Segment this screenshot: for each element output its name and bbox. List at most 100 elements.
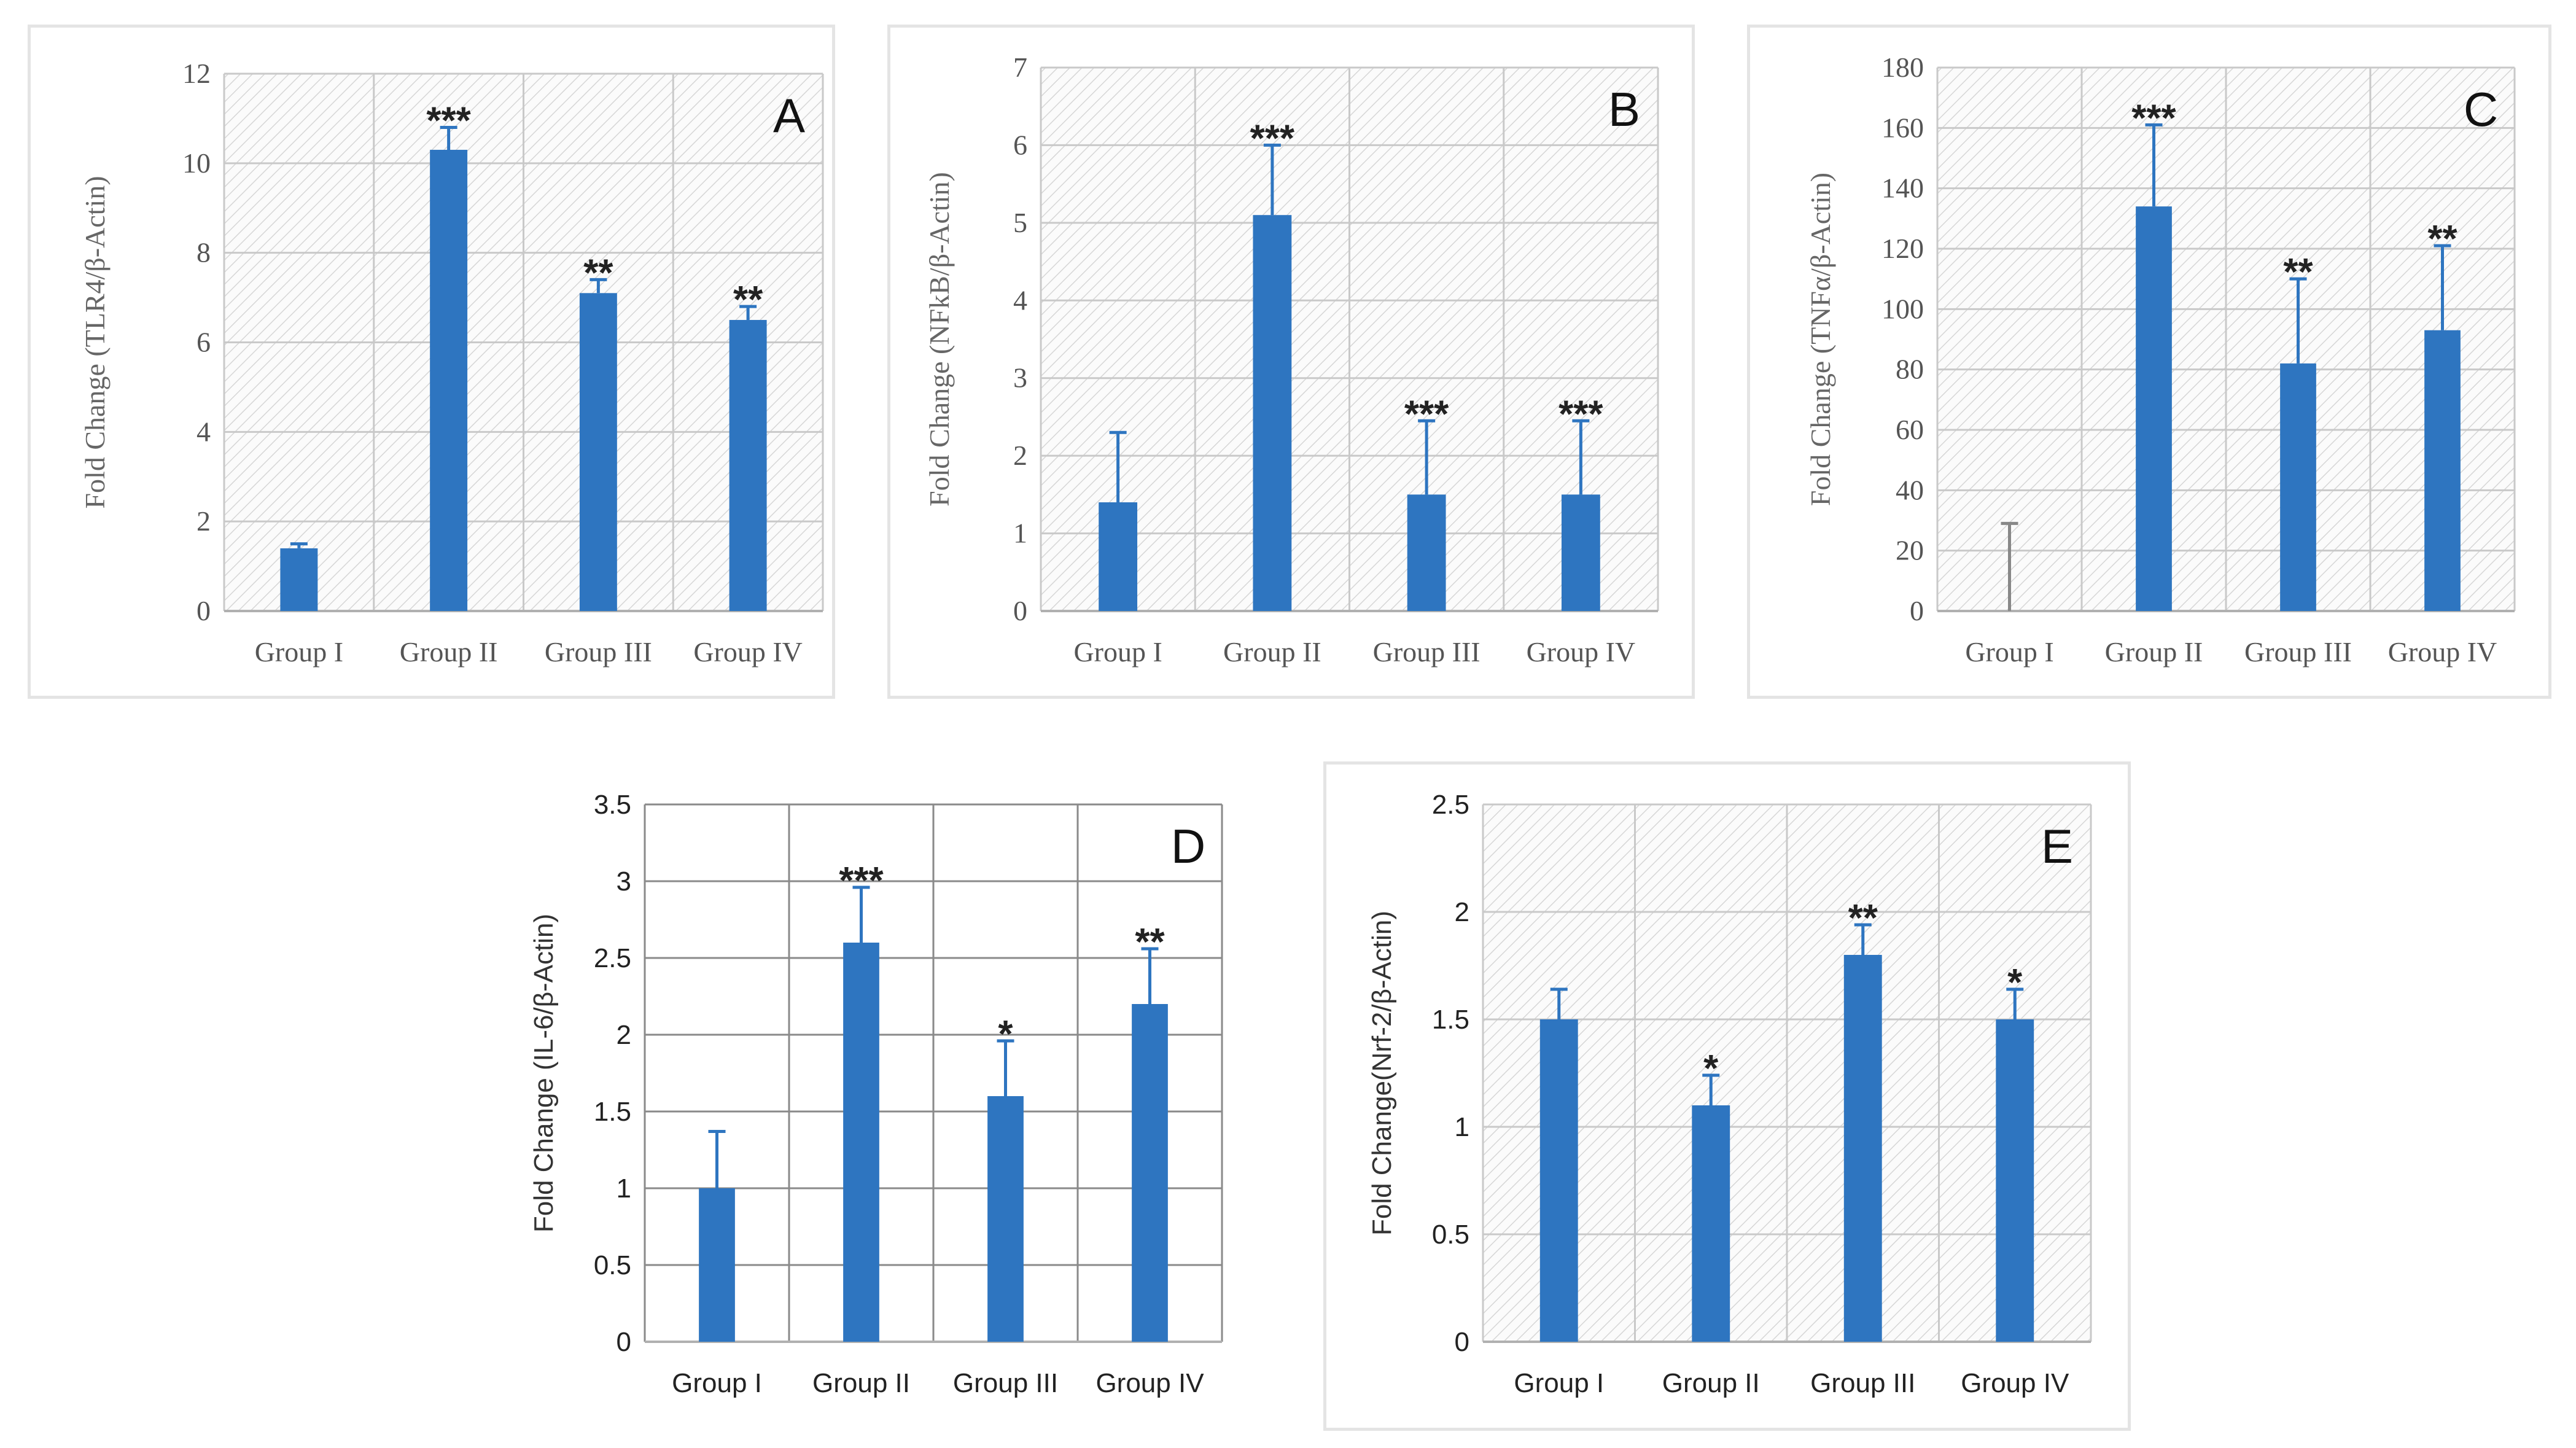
chart-c-ytick-label: 20: [1896, 535, 1924, 566]
chart-a-significance: ***: [426, 100, 471, 142]
chart-d-panel-letter: D: [1171, 819, 1205, 873]
chart-c-ytick-label: 0: [1910, 595, 1924, 626]
chart-c-ylabel: Fold Change (TNFα/β-Actin): [1805, 173, 1836, 506]
chart-d-category-label: Group IV: [1095, 1368, 1204, 1398]
chart-e-ytick-label: 1.5: [1432, 1005, 1469, 1035]
chart-b-significance: ***: [1558, 393, 1603, 435]
chart-a-svg: 0 2 4 6 8 10 12 Group I *** Group II ** Group III **…: [79, 58, 824, 668]
chart-c-bar: [2280, 363, 2316, 611]
chart-e-svg: 0 0.5 1 1.5 2 2.5 Group I * Group II ** Group III *…: [1367, 790, 2092, 1398]
chart-a-ylabel: Fold Change (TLR4/β-Actin): [79, 176, 111, 508]
chart-c-ytick-label: 120: [1881, 233, 1924, 264]
chart-c-significance: **: [2427, 218, 2457, 260]
chart-c-category-label: Group III: [2244, 636, 2352, 668]
chart-a-category-label: Group III: [545, 636, 652, 668]
chart-panel-c: 0 20 40 60 80 100 120 140 160 180 Group I *** Group …: [1747, 25, 2551, 699]
chart-a-ytick-label: 10: [182, 147, 211, 179]
chart-e-ytick-label: 2: [1455, 897, 1469, 927]
chart-d-category-label: Group III: [953, 1368, 1058, 1398]
chart-b-svg: 0 1 2 3 4 5 6 7 Group I *** Group II *** Group III **…: [924, 52, 1659, 668]
chart-a-ytick-label: 12: [182, 58, 211, 89]
chart-c-panel-letter: C: [2464, 82, 2498, 136]
chart-b-ytick-label: 0: [1013, 595, 1027, 626]
chart-b-category-label: Group I: [1073, 636, 1162, 668]
chart-b-ytick-label: 5: [1013, 207, 1027, 238]
chart-d-ylabel: Fold Change (IL-6/β-Actin): [529, 914, 559, 1232]
chart-e-category-label: Group III: [1810, 1368, 1915, 1398]
chart-c-significance: ***: [2131, 97, 2176, 139]
chart-a-significance: **: [583, 252, 613, 294]
chart-d-ytick-label: 3: [617, 866, 631, 897]
chart-e-error-bar: [1702, 1073, 1720, 1105]
chart-c-svg: 0 20 40 60 80 100 120 140 160 180 Group I *** Group …: [1805, 52, 2516, 668]
chart-b-bar: [1253, 215, 1292, 611]
chart-d-bar: [843, 943, 879, 1342]
chart-a-bar: [280, 548, 318, 611]
chart-a-ytick-label: 0: [197, 595, 211, 626]
chart-e-error-bar: [1550, 987, 1568, 1019]
chart-panel-a: 0 2 4 6 8 10 12 Group I *** Group II ** Group III **…: [28, 25, 835, 699]
chart-panel-e: 0 0.5 1 1.5 2 2.5 Group I * Group II ** Group III *…: [1323, 761, 2131, 1431]
chart-c-category-label: Group I: [1965, 636, 2053, 668]
chart-e-category-label: Group IV: [1961, 1368, 2069, 1398]
chart-e-ylabel: Fold Change(Nrf-2/β-Actin): [1367, 911, 1397, 1236]
chart-b-error-bar: [1109, 430, 1127, 502]
chart-c-category-label: Group IV: [2388, 636, 2497, 668]
chart-d-error-bar: [1141, 947, 1159, 1004]
chart-e-ytick-label: 2.5: [1432, 790, 1469, 820]
chart-d-bar: [699, 1188, 735, 1342]
chart-b-ytick-label: 1: [1013, 518, 1027, 549]
chart-c-error-bar: [2001, 521, 2018, 611]
chart-b-bar: [1099, 502, 1138, 611]
chart-d-category-label: Group I: [672, 1368, 762, 1398]
chart-b-category-label: Group III: [1373, 636, 1481, 668]
chart-c-ytick-label: 80: [1896, 354, 1924, 385]
chart-c-ytick-label: 100: [1881, 293, 1924, 324]
chart-c-ytick-label: 140: [1881, 173, 1924, 204]
chart-a-error-bar: [440, 126, 457, 150]
chart-b-ytick-label: 6: [1013, 129, 1027, 160]
chart-e-significance: **: [1848, 897, 1878, 940]
chart-b-category-label: Group IV: [1527, 636, 1636, 668]
chart-c-bar: [2136, 206, 2172, 612]
chart-d-ytick-label: 2.5: [594, 943, 631, 973]
chart-a-bar: [430, 149, 468, 612]
chart-a-ytick-label: 6: [197, 327, 211, 358]
chart-e-ytick-label: 0.5: [1432, 1220, 1469, 1250]
chart-d-error-bar: [708, 1130, 726, 1188]
chart-a-error-bar: [739, 305, 757, 321]
chart-d-significance: ***: [839, 860, 884, 902]
chart-e-ytick-label: 1: [1455, 1112, 1469, 1142]
chart-d-significance: *: [998, 1013, 1013, 1056]
chart-d-ytick-label: 0: [617, 1327, 631, 1357]
chart-a-category-label: Group I: [255, 636, 343, 668]
chart-a-error-bar: [590, 278, 607, 294]
chart-c-ytick-label: 180: [1881, 52, 1924, 83]
chart-e-bar: [1539, 1019, 1578, 1342]
chart-b-significance: ***: [1404, 393, 1449, 435]
chart-panel-b: 0 1 2 3 4 5 6 7 Group I *** Group II *** Group III **…: [887, 25, 1695, 699]
chart-b-significance: ***: [1250, 117, 1295, 160]
chart-b-category-label: Group II: [1223, 636, 1321, 668]
chart-d-ytick-label: 2: [617, 1020, 631, 1050]
chart-a-ytick-label: 8: [197, 237, 211, 268]
chart-panel-d: 0 0.5 1 1.5 2 2.5 3 3.5 Group I *** Group II * Group…: [479, 771, 1296, 1445]
chart-e-ytick-label: 0: [1455, 1327, 1469, 1357]
chart-e-significance: *: [1703, 1048, 1719, 1090]
chart-e-category-label: Group II: [1662, 1368, 1760, 1398]
chart-b-bar: [1561, 494, 1600, 611]
chart-b-error-bar: [1418, 419, 1436, 495]
chart-d-ytick-label: 1: [617, 1174, 631, 1204]
chart-a-ytick-label: 2: [197, 505, 211, 537]
chart-b-bar: [1407, 494, 1446, 611]
chart-d-bar: [1132, 1004, 1168, 1342]
chart-e-category-label: Group I: [1514, 1368, 1604, 1398]
chart-b-panel-letter: B: [1608, 82, 1640, 136]
chart-b-ytick-label: 2: [1013, 440, 1027, 471]
chart-c-category-label: Group II: [2105, 636, 2203, 668]
chart-e-significance: *: [2007, 962, 2023, 1004]
chart-e-error-bar: [1854, 923, 1872, 955]
chart-b-ytick-label: 7: [1013, 52, 1027, 83]
chart-a-ytick-label: 4: [197, 416, 211, 447]
chart-a-category-label: Group II: [400, 636, 498, 668]
